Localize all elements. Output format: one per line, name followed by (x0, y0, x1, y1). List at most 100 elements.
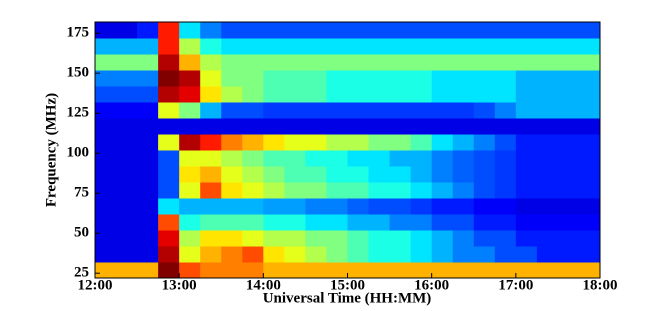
heatmap-cell (452, 70, 475, 87)
heatmap-cell (200, 134, 222, 151)
heatmap-cell (95, 214, 117, 231)
heatmap-cell (452, 166, 475, 183)
heatmap-cell (137, 118, 159, 135)
heatmap-cell (494, 86, 517, 103)
heatmap-cell (242, 70, 264, 87)
heatmap-cell (95, 22, 117, 39)
heatmap-cell (557, 22, 580, 39)
heatmap-cell (116, 102, 138, 119)
heatmap-cell (326, 22, 348, 39)
heatmap-cell (305, 230, 327, 247)
heatmap-cell (221, 182, 243, 199)
heatmap-cell (305, 198, 327, 215)
heatmap-cell (200, 54, 222, 71)
y-tick-label: 25 (74, 265, 89, 281)
heatmap-cell (389, 70, 412, 87)
heatmap-cell (221, 246, 243, 263)
heatmap-cell (305, 214, 327, 231)
heatmap-cell (326, 246, 348, 263)
heatmap-cell (326, 102, 348, 119)
heatmap-cell (158, 102, 180, 119)
heatmap-cell (95, 230, 117, 247)
heatmap-cell (221, 262, 243, 279)
heatmap-cell (410, 214, 433, 231)
heatmap-cell (557, 86, 580, 103)
heatmap-cell (368, 166, 391, 183)
heatmap-cell (242, 262, 264, 279)
heatmap-cell (473, 198, 496, 215)
heatmap-cell (536, 198, 559, 215)
heatmap-cell (200, 246, 222, 263)
heatmap-cell (494, 150, 517, 167)
heatmap-cell (347, 182, 370, 199)
heatmap-cell (242, 150, 264, 167)
heatmap-cell (452, 118, 475, 135)
heatmap-cell (368, 230, 391, 247)
heatmap-cell (284, 102, 306, 119)
heatmap-cell (116, 198, 138, 215)
heatmap-cell (473, 166, 496, 183)
heatmap-cell (200, 198, 222, 215)
heatmap-cell (515, 38, 538, 55)
heatmap-cell (389, 246, 412, 263)
heatmap-cell (242, 102, 264, 119)
heatmap-cell (515, 86, 538, 103)
heatmap-cell (284, 150, 306, 167)
heatmap-cell (536, 150, 559, 167)
heatmap-cell (200, 262, 222, 279)
heatmap-cell (179, 230, 201, 247)
heatmap-cell (578, 102, 601, 119)
heatmap-cell (305, 70, 327, 87)
heatmap-cell (116, 86, 138, 103)
heatmap-cell (578, 198, 601, 215)
heatmap-cell (473, 230, 496, 247)
heatmap-cell (368, 214, 391, 231)
heatmap-cell (410, 54, 433, 71)
heatmap-cell (473, 246, 496, 263)
heatmap-cell (578, 182, 601, 199)
heatmap-cell (536, 230, 559, 247)
heatmap-cell (431, 102, 454, 119)
heatmap-cell (116, 118, 138, 135)
heatmap-cell (116, 22, 138, 39)
heatmap-cell (326, 150, 348, 167)
heatmap-cell (452, 134, 475, 151)
heatmap-cell (305, 134, 327, 151)
heatmap-cell (305, 166, 327, 183)
heatmap-cell (263, 102, 285, 119)
heatmap-cell (515, 134, 538, 151)
x-axis-label: Universal Time (HH:MM) (263, 290, 432, 306)
heatmap-cell (452, 22, 475, 39)
heatmap-cell (200, 102, 222, 119)
heatmap-cell (347, 166, 370, 183)
heatmap-cell (494, 246, 517, 263)
heatmap-cell (284, 22, 306, 39)
heatmap-cell (95, 118, 117, 135)
heatmap (95, 22, 601, 279)
heatmap-cell (116, 166, 138, 183)
heatmap-cell (95, 150, 117, 167)
heatmap-cell (557, 198, 580, 215)
heatmap-cell (305, 118, 327, 135)
heatmap-cell (305, 22, 327, 39)
heatmap-cell (158, 198, 180, 215)
heatmap-cell (263, 118, 285, 135)
heatmap-cell (284, 182, 306, 199)
heatmap-cell (368, 134, 391, 151)
heatmap-cell (284, 230, 306, 247)
heatmap-cell (578, 230, 601, 247)
heatmap-cell (431, 166, 454, 183)
heatmap-cell (158, 166, 180, 183)
heatmap-cell (557, 214, 580, 231)
heatmap-cell (263, 54, 285, 71)
heatmap-cell (263, 166, 285, 183)
heatmap-cell (557, 150, 580, 167)
heatmap-cell (368, 262, 391, 279)
heatmap-cell (389, 150, 412, 167)
heatmap-cell (179, 166, 201, 183)
heatmap-cell (347, 246, 370, 263)
heatmap-cell (116, 262, 138, 279)
heatmap-cell (284, 134, 306, 151)
heatmap-cell (578, 262, 601, 279)
heatmap-cell (116, 230, 138, 247)
